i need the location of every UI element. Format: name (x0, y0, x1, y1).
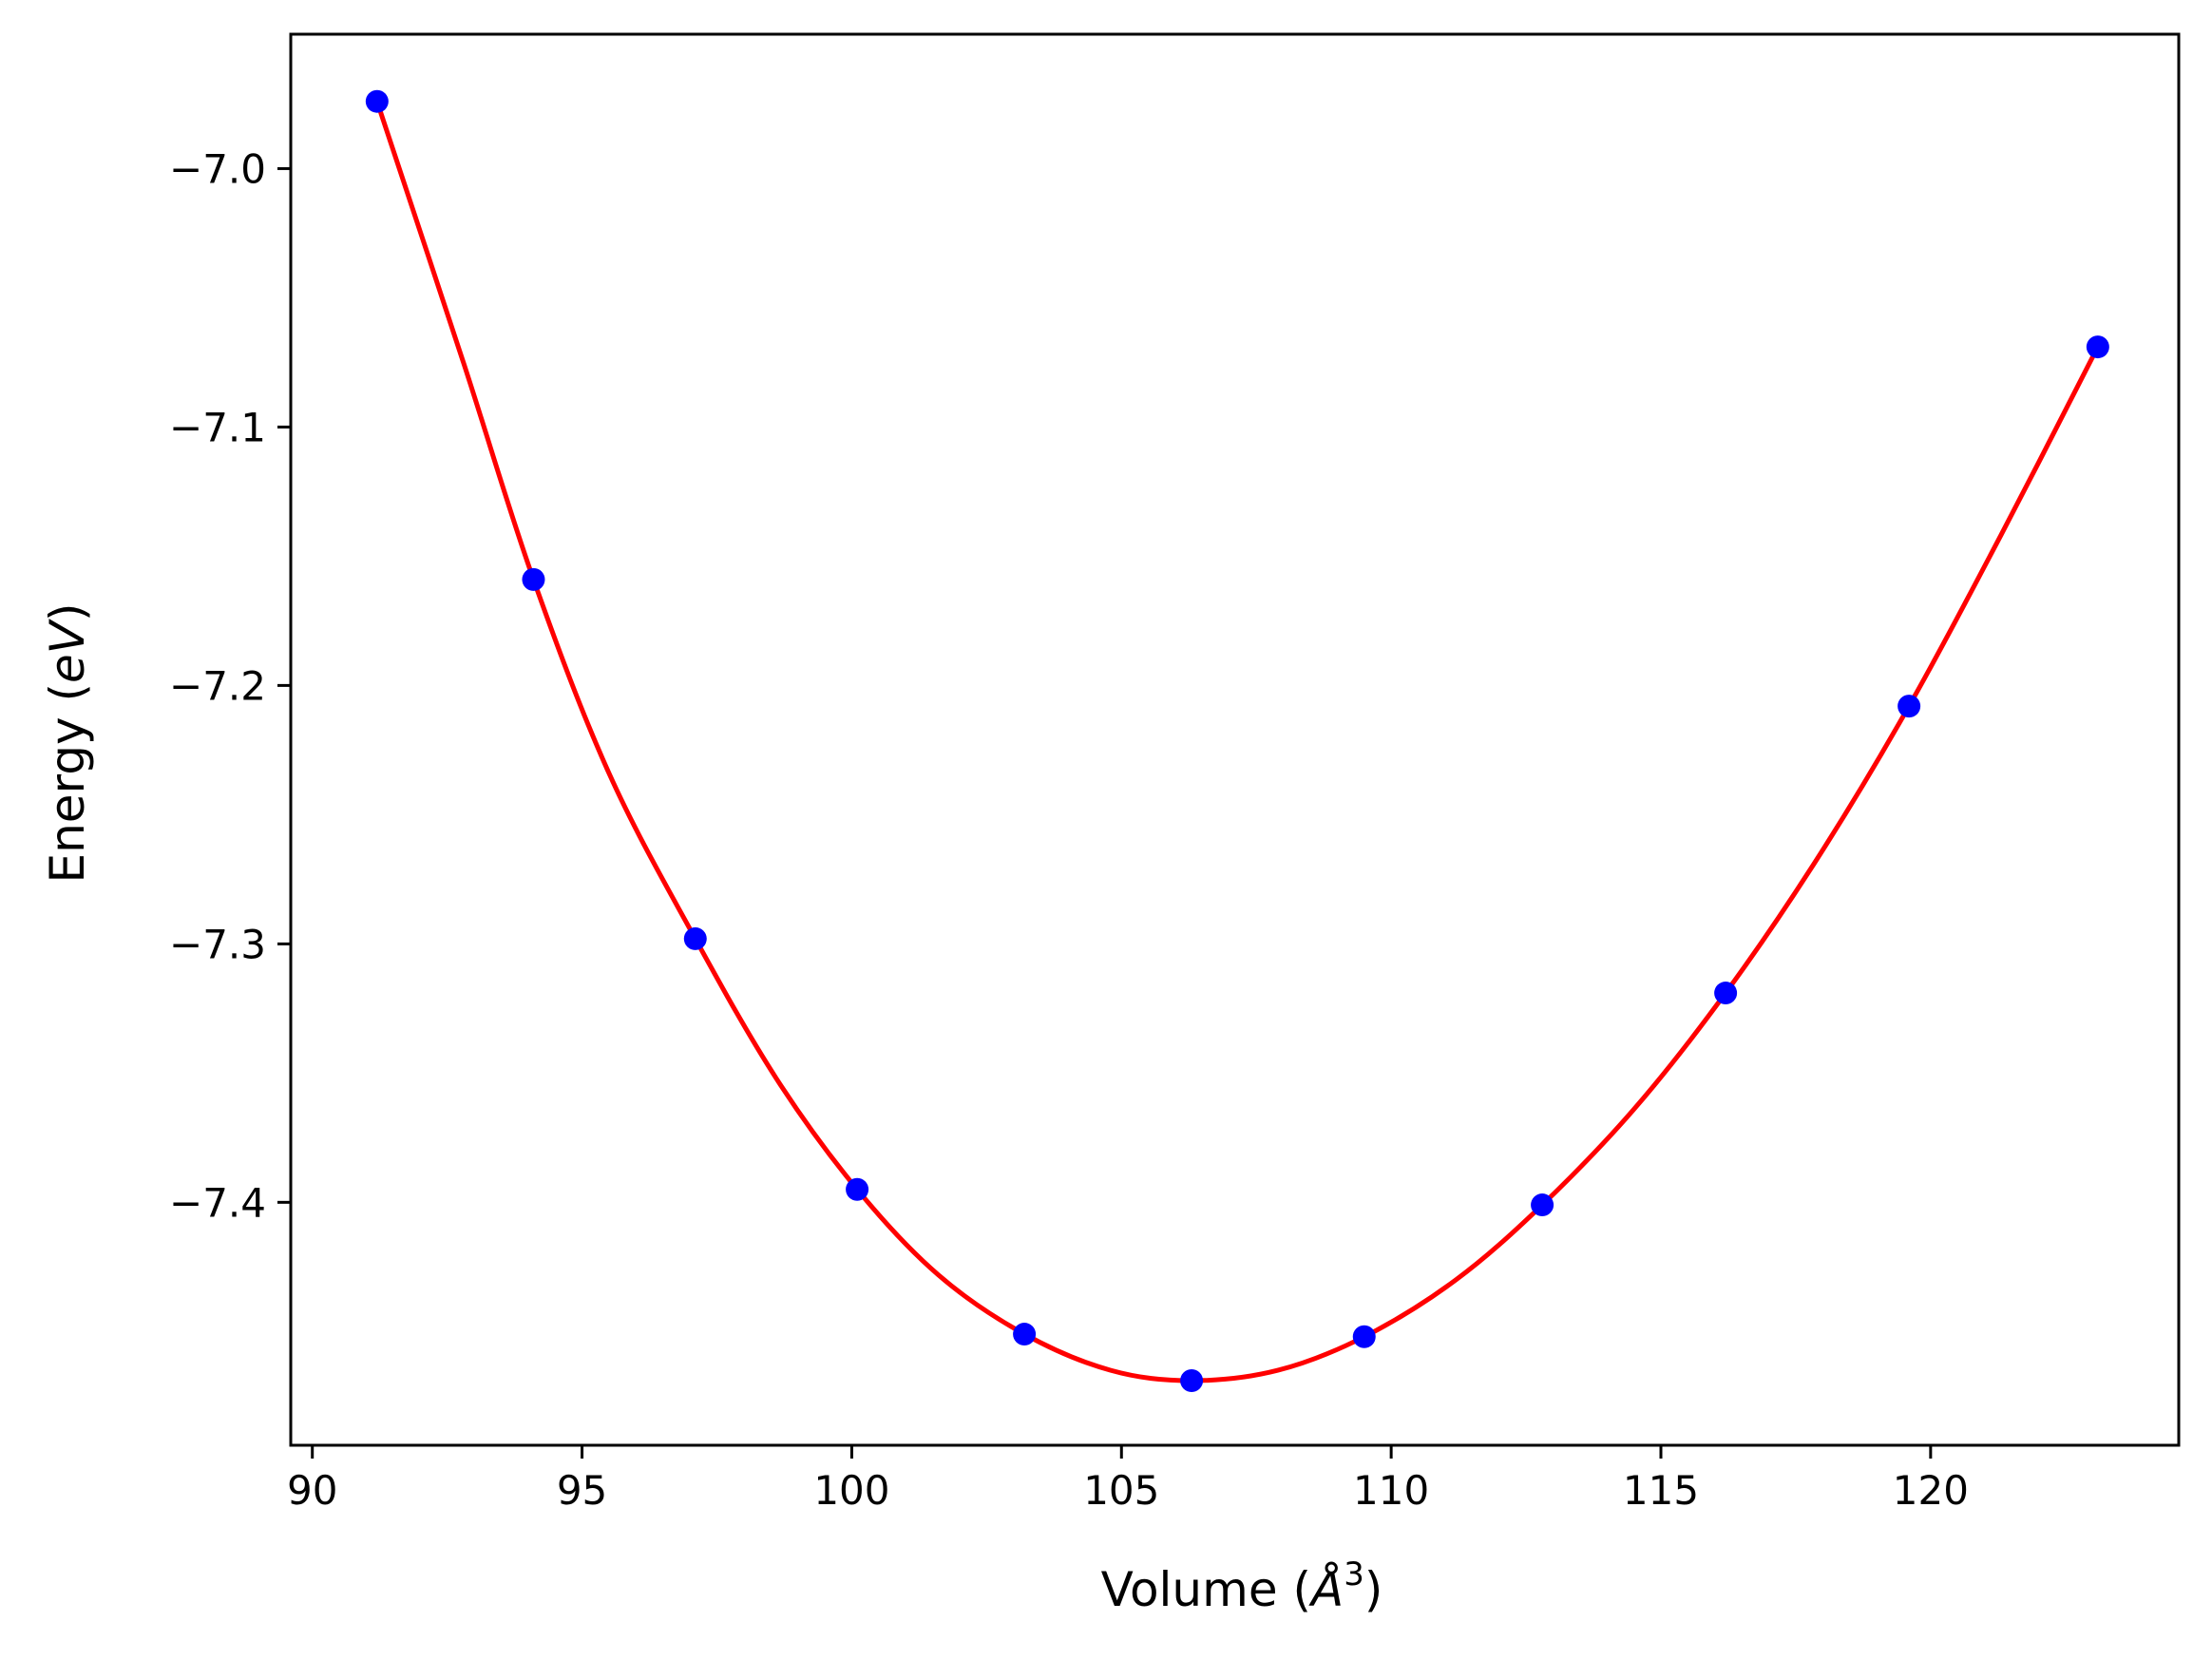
x-tick-label: 115 (1623, 1467, 1699, 1514)
y-tick-label: −7.4 (169, 1179, 266, 1226)
plot-area (365, 89, 2109, 1393)
x-axis-label: Volume (Å3) (1101, 1555, 1383, 1617)
data-point (2086, 335, 2109, 359)
y-axis-label: Energy (eV) (40, 603, 95, 884)
x-tick-label: 90 (287, 1467, 337, 1514)
x-tick-label: 100 (813, 1467, 889, 1514)
x-ticks: 90 95 100 105 110 115 120 (287, 1445, 1969, 1514)
data-point (1180, 1369, 1204, 1393)
x-tick-label: 105 (1083, 1467, 1159, 1514)
data-point (1352, 1325, 1376, 1348)
data-point (846, 1177, 869, 1201)
fit-curve (374, 100, 2101, 1383)
data-point (365, 89, 389, 113)
data-point (683, 926, 707, 950)
data-point (522, 567, 545, 591)
y-ticks: −7.0 −7.1 −7.2 −7.3 −7.4 (169, 145, 291, 1226)
data-point (1897, 695, 1921, 718)
axes-frame (289, 32, 2181, 1447)
y-tick-label: −7.2 (169, 662, 266, 709)
data-point (1714, 982, 1738, 1005)
data-point (1531, 1193, 1554, 1217)
x-tick-label: 95 (557, 1467, 607, 1514)
x-tick-label: 120 (1893, 1467, 1969, 1514)
y-tick-label: −7.0 (169, 145, 266, 192)
axes (289, 32, 2181, 1447)
y-tick-label: −7.1 (169, 404, 266, 450)
y-tick-label: −7.3 (169, 921, 266, 967)
x-tick-label: 110 (1353, 1467, 1429, 1514)
data-point (1013, 1323, 1037, 1346)
